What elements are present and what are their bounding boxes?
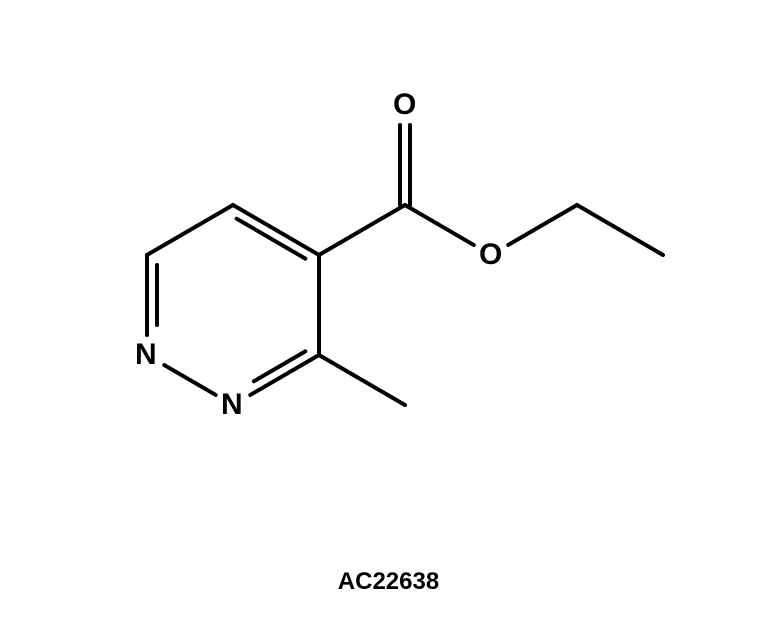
structure-svg [0, 0, 777, 631]
atom-label-o: O [393, 88, 416, 122]
figure-container: AC22638 N N O O [0, 0, 777, 631]
compound-id-label: AC22638 [0, 568, 777, 596]
atom-label-o: O [479, 238, 502, 272]
atom-label-n: N [221, 388, 243, 422]
atom-label-n: N [135, 338, 157, 372]
